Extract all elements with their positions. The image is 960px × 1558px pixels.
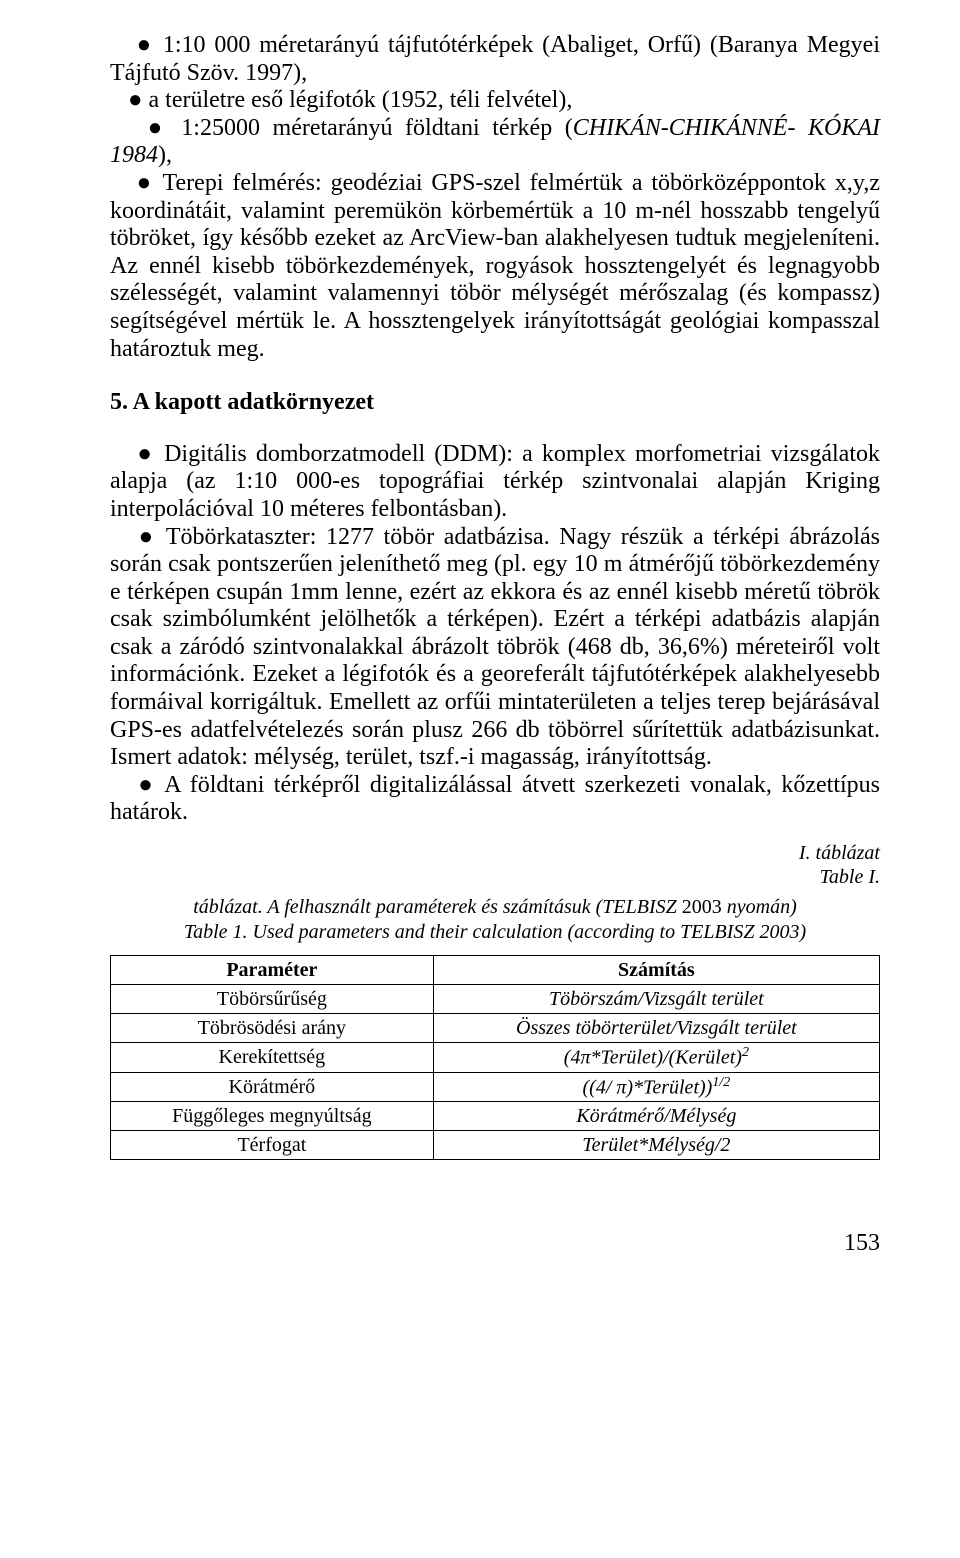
param-cell: Töbrösödési arány <box>111 1014 434 1043</box>
col-parameter: Paraméter <box>111 956 434 985</box>
calc-cell: ((4/ π)*Terület))1/2 <box>433 1072 879 1102</box>
param-cell: Térfogat <box>111 1131 434 1160</box>
table-row: Kerekítettség(4π*Terület)/(Kerület)2 <box>111 1043 880 1073</box>
table-caption: táblázat. A felhasznált paraméterek és s… <box>110 895 880 945</box>
page-number: 153 <box>110 1230 880 1258</box>
param-cell: Függőleges megnyúltság <box>111 1102 434 1131</box>
section-5-body: ● Digitális domborzatmodell (DDM): a kom… <box>110 441 880 827</box>
parameters-table: Paraméter Számítás TöbörsűrűségTöbörszám… <box>110 955 880 1160</box>
table-row: Függőleges megnyúltságKörátmérő/Mélység <box>111 1102 880 1131</box>
calc-cell: Összes töbörterület/Vizsgált terület <box>433 1014 879 1043</box>
calc-cell: (4π*Terület)/(Kerület)2 <box>433 1043 879 1073</box>
param-cell: Körátmérő <box>111 1072 434 1102</box>
table-body: TöbörsűrűségTöbörszám/Vizsgált területTö… <box>111 985 880 1160</box>
table-label-right: I. táblázat Table I. <box>110 841 880 889</box>
table-header-row: Paraméter Számítás <box>111 956 880 985</box>
intro-bullets: ● 1:10 000 méretarányú tájfutótérképek (… <box>110 32 880 363</box>
section-5-heading: 5. A kapott adatkörnyezet <box>110 389 880 417</box>
calc-cell: Terület*Mélység/2 <box>433 1131 879 1160</box>
calc-cell: Töbörszám/Vizsgált terület <box>433 985 879 1014</box>
table-label-en: Table I. <box>820 866 880 888</box>
table-row: TöbörsűrűségTöbörszám/Vizsgált terület <box>111 985 880 1014</box>
param-cell: Töbörsűrűség <box>111 985 434 1014</box>
table-label-hu: I. táblázat <box>799 842 880 864</box>
param-cell: Kerekítettség <box>111 1043 434 1073</box>
table-row: TérfogatTerület*Mélység/2 <box>111 1131 880 1160</box>
table-row: Körátmérő((4/ π)*Terület))1/2 <box>111 1072 880 1102</box>
table-row: Töbrösödési arányÖsszes töbörterület/Viz… <box>111 1014 880 1043</box>
col-calculation: Számítás <box>433 956 879 985</box>
calc-cell: Körátmérő/Mélység <box>433 1102 879 1131</box>
